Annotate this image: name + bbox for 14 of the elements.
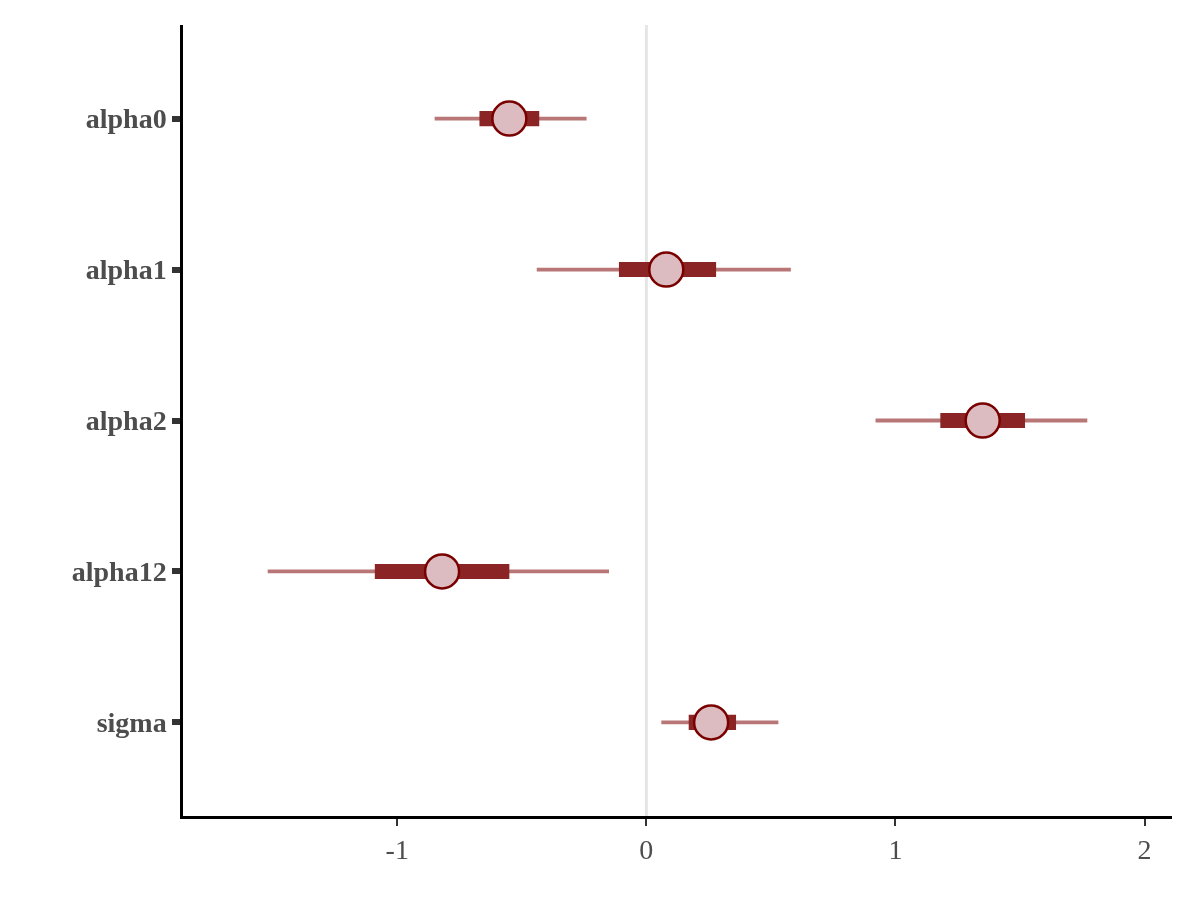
x-tick-label: 2 xyxy=(1137,834,1152,866)
y-tick-label: alpha12 xyxy=(71,556,167,588)
x-tick-label: 1 xyxy=(888,834,903,866)
point xyxy=(423,553,461,590)
point xyxy=(491,100,528,137)
y-tick-label: alpha1 xyxy=(85,254,167,286)
x-tick-label: -1 xyxy=(385,834,409,866)
point xyxy=(692,704,730,741)
y-tick-label: alpha0 xyxy=(85,103,167,135)
y-tick-label: sigma xyxy=(96,707,167,739)
point xyxy=(648,251,685,288)
x-tick-label: 0 xyxy=(639,834,654,866)
y-tick-label: alpha2 xyxy=(85,405,167,437)
point xyxy=(964,402,1001,439)
